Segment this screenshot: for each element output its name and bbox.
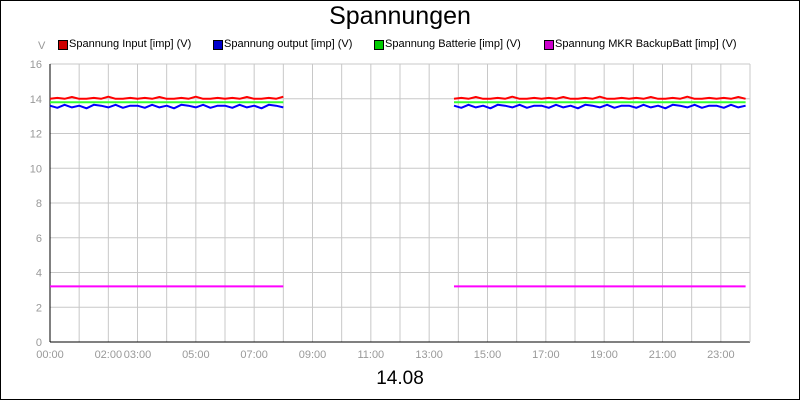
x-tick-label: 23:00 (707, 349, 735, 361)
x-tick-label: 03:00 (124, 349, 152, 361)
legend-label-mkr-backupbatt: Spannung MKR BackupBatt [imp] (V) (555, 38, 737, 50)
legend-swatch-batterie (374, 40, 384, 50)
y-tick-label: 8 (36, 198, 42, 210)
x-tick-label: 11:00 (357, 349, 384, 361)
y-tick-label: 2 (36, 302, 42, 314)
y-tick-label: 14 (30, 94, 42, 106)
x-tick-label: 13:00 (415, 349, 443, 361)
series-line-0-segment-0 (49, 95, 284, 100)
series-line-1-segment-0 (49, 103, 284, 110)
series-line-1-segment-1 (453, 103, 746, 110)
legend-label-batterie: Spannung Batterie [imp] (V) (385, 38, 521, 50)
x-tick-label: 17:00 (532, 349, 560, 361)
legend-swatch-output (213, 40, 223, 50)
y-tick-label: 12 (30, 129, 42, 141)
x-axis-date-label: 14.08 (376, 368, 424, 389)
chart-title: Spannungen (329, 2, 471, 30)
x-tick-label: 19:00 (590, 349, 618, 361)
x-tick-label: 09:00 (299, 349, 327, 361)
legend-swatch-input (58, 40, 68, 50)
series-line-0-segment-1 (453, 95, 746, 100)
y-tick-label: 6 (36, 233, 42, 245)
x-tick-label: 07:00 (240, 349, 268, 361)
y-axis-unit-label: V (38, 40, 46, 52)
y-tick-label: 10 (30, 163, 42, 175)
x-tick-label: 15:00 (474, 349, 502, 361)
legend-label-input: Spannung Input [imp] (V) (69, 38, 192, 50)
legend-label-output: Spannung output [imp] (V) (224, 38, 353, 50)
x-tick-label: 00:00 (36, 349, 64, 361)
x-tick-label: 05:00 (182, 349, 210, 361)
legend-swatch-mkr-backupbatt (544, 40, 554, 50)
x-tick-label: 21:00 (649, 349, 677, 361)
y-tick-label: 4 (36, 268, 42, 280)
y-tick-label: 0 (36, 337, 42, 349)
y-tick-label: 16 (30, 59, 42, 71)
x-tick-label: 02:00 (95, 349, 123, 361)
